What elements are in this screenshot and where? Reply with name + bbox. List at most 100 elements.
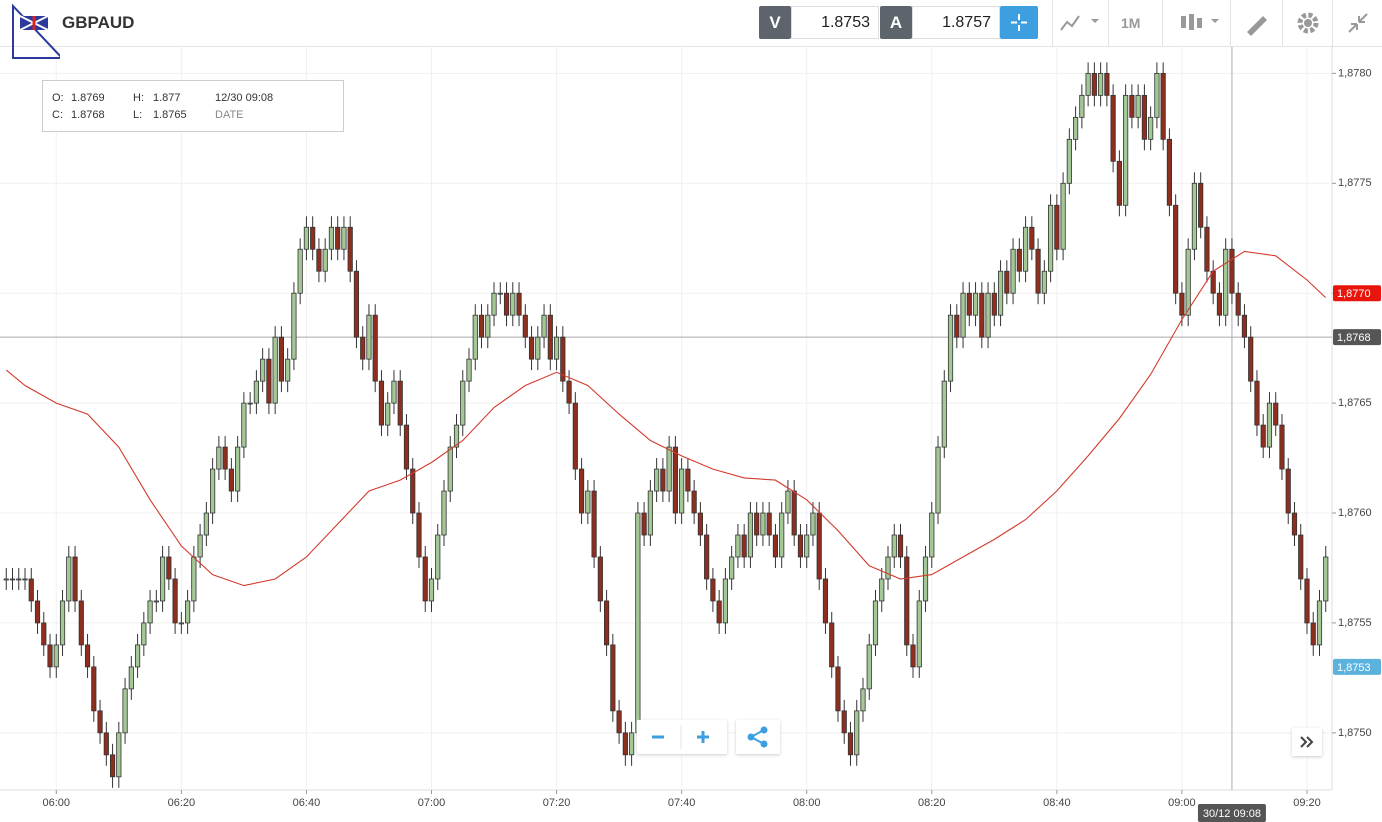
candle-body: [1154, 72, 1160, 118]
chart-type-button[interactable]: [1052, 0, 1109, 46]
candle-body: [197, 534, 203, 558]
candle-body: [497, 292, 503, 295]
scroll-end-button[interactable]: [1292, 728, 1322, 756]
candle-body: [510, 292, 516, 316]
timeframe-button[interactable]: 1M: [1108, 0, 1162, 46]
candle-body: [553, 336, 560, 360]
candle-body: [1279, 424, 1285, 470]
candle-body: [447, 446, 453, 492]
candle-body: [647, 490, 653, 536]
ask-price[interactable]: 1.8757: [912, 6, 1000, 39]
collapse-button[interactable]: [1332, 0, 1382, 46]
candle-body: [22, 578, 28, 581]
candle-body: [1260, 424, 1266, 448]
candle-body: [578, 468, 585, 514]
candle-body: [1204, 226, 1210, 272]
candle-body: [372, 314, 378, 382]
candle-body: [960, 292, 966, 338]
candle-body: [947, 314, 954, 382]
candle-body: [341, 226, 347, 250]
candle-body: [1198, 182, 1204, 228]
candle-body: [103, 732, 109, 756]
candle-body: [716, 600, 722, 624]
candle-body: [1223, 248, 1229, 316]
candle-body: [1191, 182, 1198, 250]
candle-body: [435, 534, 441, 580]
ask-label[interactable]: A: [880, 6, 912, 39]
candle-body: [1216, 292, 1223, 316]
candle-body: [897, 534, 904, 558]
candle-body: [1104, 72, 1110, 96]
candle-body: [610, 644, 616, 712]
bid-price[interactable]: 1.8753: [791, 6, 879, 39]
candle-body: [66, 556, 72, 602]
candle-body: [16, 578, 22, 581]
candle-body: [347, 226, 353, 272]
candle-body: [1085, 72, 1091, 96]
crosshair-button[interactable]: [1000, 6, 1038, 39]
candle-body: [1241, 314, 1248, 338]
bid-label[interactable]: V: [759, 6, 791, 39]
candle-body: [1273, 402, 1279, 426]
x-tick-label: 07:40: [668, 797, 696, 809]
candle-body: [1016, 248, 1022, 272]
candle-body: [1179, 292, 1185, 316]
candle-body: [1073, 116, 1079, 140]
candle-body: [1116, 160, 1122, 206]
candle-body: [285, 358, 291, 382]
x-tick-label: 08:00: [793, 797, 821, 809]
candle-body: [1135, 94, 1141, 118]
candle-body: [78, 600, 84, 646]
candle-body: [147, 600, 153, 624]
candle-body: [835, 666, 841, 712]
candle-body: [854, 710, 860, 756]
candle-body: [1173, 204, 1179, 294]
candle-body: [879, 578, 885, 602]
logo: [12, 3, 60, 59]
candle-body: [816, 512, 822, 580]
candle-body: [697, 512, 703, 536]
crosshair-y-tag: [1333, 329, 1381, 346]
symbol: GBPAUD: [62, 13, 135, 32]
candle-body: [460, 380, 466, 426]
candle-body: [704, 534, 710, 580]
settings-button[interactable]: [1282, 0, 1333, 46]
candle-body: [1148, 116, 1154, 140]
candle-body: [253, 380, 259, 404]
candle-body: [972, 292, 979, 316]
header: GBPAUD V 1.8753 A 1.8757 1M: [0, 0, 1382, 59]
candle-body: [779, 512, 785, 558]
candle-body: [729, 556, 735, 580]
candle-body: [979, 292, 985, 338]
candle-body: [622, 732, 628, 756]
candle-body: [3, 578, 9, 581]
draw-button[interactable]: [1230, 0, 1283, 46]
y-tick-label: 1,8760: [1338, 507, 1372, 519]
candle-body: [228, 468, 234, 492]
candle-body: [585, 490, 591, 514]
x-tick-label: 06:20: [168, 797, 196, 809]
candle-body: [134, 644, 141, 668]
candle-body: [210, 468, 216, 514]
candle-body: [641, 512, 647, 536]
candle-body: [122, 688, 128, 734]
candle-body: [260, 358, 266, 382]
candle-body: [1229, 248, 1235, 294]
candle-body: [1091, 72, 1097, 96]
candle-body: [935, 446, 941, 514]
candle-body: [1248, 336, 1254, 382]
share-button[interactable]: [736, 720, 780, 754]
candle-body: [766, 512, 772, 536]
y-tick-label: 1,8775: [1338, 177, 1372, 189]
candle-body: [272, 336, 278, 404]
y-tick-label: 1,8755: [1338, 617, 1372, 629]
candle-body: [1166, 138, 1172, 206]
candle-body: [297, 248, 303, 294]
candle-body: [847, 732, 854, 756]
candle-body: [410, 468, 416, 514]
candle-body: [616, 710, 622, 734]
candle-body: [760, 512, 766, 536]
candle-body: [160, 556, 166, 602]
candle-button[interactable]: [1162, 0, 1231, 46]
candle-body: [1110, 94, 1116, 162]
